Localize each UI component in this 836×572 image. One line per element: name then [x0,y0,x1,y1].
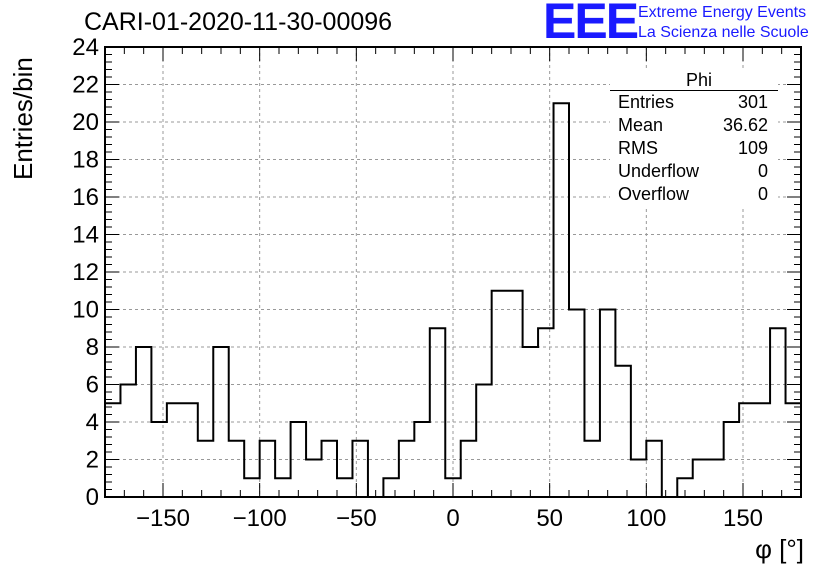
y-tick-label: 8 [86,334,99,361]
stats-label: Overflow [618,184,690,204]
y-tick-label: 16 [72,184,99,211]
y-tick-label: 24 [72,34,99,61]
x-tick-label: 100 [626,505,666,532]
y-tick-label: 20 [72,109,99,136]
y-tick-label: 6 [86,372,99,399]
x-tick-label: −150 [136,505,190,532]
stats-title: Phi [610,70,778,91]
y-tick-label: 0 [86,484,99,511]
y-tick-label: 14 [72,222,99,249]
eee-logo: EEE [543,0,639,49]
x-tick-label: −100 [233,505,287,532]
stats-label: Underflow [618,161,700,181]
stats-row-overflow: Overflow 0 [610,183,778,206]
x-tick-label: 150 [723,505,763,532]
stats-value: 109 [737,138,768,158]
y-tick-label: 12 [72,259,99,286]
stats-value: 36.62 [722,115,768,135]
stats-row-mean: Mean 36.62 [610,114,778,137]
stats-row-underflow: Underflow 0 [610,160,778,183]
y-tick-label: 2 [86,447,99,474]
stats-value: 0 [757,161,768,181]
chart-title: CARI-01-2020-11-30-00096 [84,8,393,36]
stats-box: Phi Entries 301 Mean 36.62 RMS 109 Under… [610,70,778,206]
logo-line-2: La Scienza nelle Scuole [638,24,809,41]
x-tick-label: 0 [446,505,459,532]
y-tick-label: 10 [72,297,99,324]
axis-tick-labels: −150 −100 −50 0 50 100 15002468101214161820222… [72,34,763,532]
stats-value: 0 [757,184,768,204]
y-tick-label: 22 [72,72,99,99]
x-tick-label: −50 [336,505,377,532]
stats-value: 301 [737,92,768,112]
stats-label: Mean [618,115,664,135]
stats-row-entries: Entries 301 [610,91,778,114]
y-tick-label: 4 [86,409,99,436]
stats-label: RMS [618,138,658,158]
x-axis-label: φ [°] [755,534,804,564]
axis-ticks [105,46,802,498]
x-tick-label: 50 [536,505,563,532]
stats-row-rms: RMS 109 [610,137,778,160]
stats-label: Entries [618,92,675,112]
y-tick-label: 18 [72,147,99,174]
logo-line-1: Extreme Energy Events [638,4,807,21]
